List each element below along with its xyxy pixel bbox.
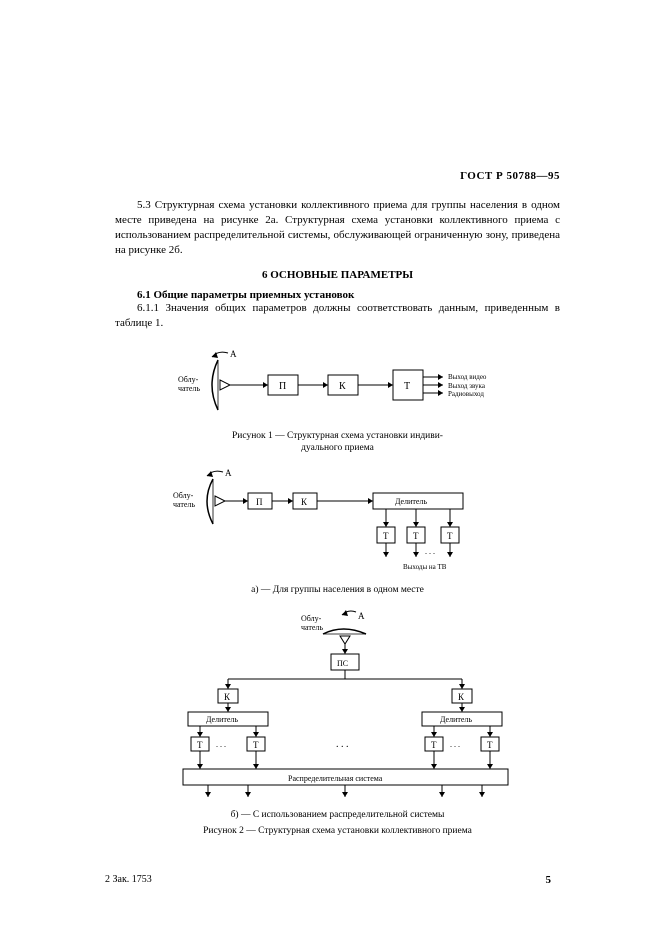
fig2b-T-r2: Т <box>487 740 493 750</box>
footer-left: 2 Зак. 1753 <box>105 874 152 885</box>
figure-2b: Облу- чатель А ПС К Делитель <box>115 609 560 838</box>
fig1-A-label: А <box>230 349 237 359</box>
fig2a-caption: а) — Для группы населения в одном месте <box>115 585 560 595</box>
fig1-out-audio: Выход звука <box>448 382 486 390</box>
fig1-caption-1: Рисунок 1 — Структурная схема установки … <box>232 431 443 441</box>
fig2a-box-P: П <box>256 497 263 507</box>
paragraph-5-3: 5.3 Структурная схема установки коллекти… <box>115 198 560 257</box>
fig2a-divider: Делитель <box>395 497 427 506</box>
fig2a-box-K: К <box>301 497 308 507</box>
fig2b-A-label: А <box>358 611 365 621</box>
fig2a-dots: . . . <box>425 547 435 556</box>
fig1-out-radio: Радиовыход <box>448 390 484 398</box>
figure-1: А Облу- чатель П К Т Вых <box>115 345 560 455</box>
fig2b-dots-l: . . . <box>216 740 226 749</box>
fig2b-T-l1: Т <box>197 740 203 750</box>
fig2a-T3: Т <box>447 531 453 541</box>
fig2b-dots-r: . . . <box>450 740 460 749</box>
fig2b-PS: ПС <box>337 659 348 668</box>
fig2-main-caption: Рисунок 2 — Структурная схема установки … <box>115 826 560 838</box>
fig2a-antenna-label-2: чатель <box>173 500 195 509</box>
fig2b-div-right: Делитель <box>440 715 472 724</box>
fig2b-dist-system: Распределительная система <box>288 774 383 783</box>
fig2a-A-label: А <box>225 469 232 478</box>
fig2b-T-l2: Т <box>253 740 259 750</box>
fig2a-T1: Т <box>383 531 389 541</box>
section-6-1-title: 6.1 Общие параметры приемных установок <box>115 289 560 301</box>
fig2b-antenna-label-2: чатель <box>301 623 323 632</box>
fig2b-dots-c: . . . <box>336 739 349 750</box>
fig2a-antenna-label-1: Облу- <box>173 491 194 500</box>
fig1-box-P: П <box>279 381 286 392</box>
fig1-antenna-label-2: чатель <box>178 384 200 393</box>
paragraph-6-1-1: 6.1.1 Значения общих параметров должны с… <box>115 301 560 331</box>
fig2b-antenna-label-1: Облу- <box>301 614 322 623</box>
fig2b-K-left: К <box>224 692 231 702</box>
fig2a-out-label: Выходы на ТВ <box>403 563 447 571</box>
fig2b-caption: б) — С использованием распределительной … <box>115 810 560 820</box>
fig2b-K-right: К <box>458 692 465 702</box>
figure-2a: А Облу- чатель П К Делитель Т <box>115 469 560 595</box>
section-6-title: 6 ОСНОВНЫЕ ПАРАМЕТРЫ <box>115 269 560 281</box>
fig1-antenna-label-1: Облу- <box>178 375 199 384</box>
fig2a-T2: Т <box>413 531 419 541</box>
document-id: ГОСТ Р 50788—95 <box>460 170 560 182</box>
fig1-caption-2: дуального приема <box>301 443 374 453</box>
fig2b-div-left: Делитель <box>206 715 238 724</box>
fig2b-T-r1: Т <box>431 740 437 750</box>
fig1-out-video: Выход видео <box>448 373 487 381</box>
fig1-box-T: Т <box>404 381 410 392</box>
page-number: 5 <box>546 874 552 886</box>
fig1-box-K: К <box>339 381 346 392</box>
